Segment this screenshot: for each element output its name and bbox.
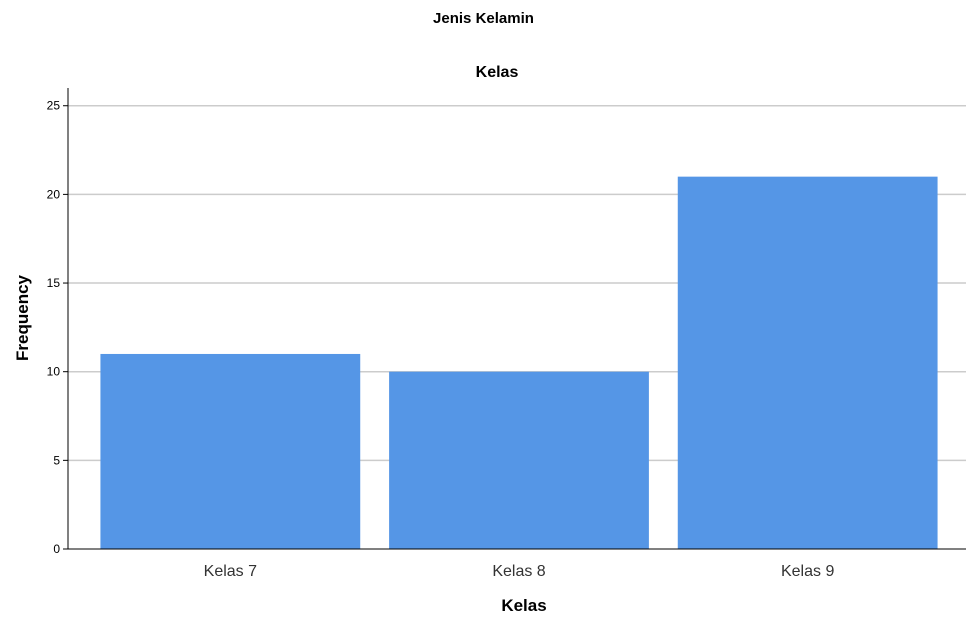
bar-kelas-7: [100, 353, 361, 549]
x-tick-label: Kelas 8: [492, 563, 545, 580]
bar-kelas-8: [389, 371, 649, 549]
y-tick-label: 0: [53, 542, 60, 556]
y-tick-label: 5: [53, 453, 60, 467]
chart-supertitle: Jenis Kelamin: [433, 10, 534, 27]
x-tick-label: Kelas 9: [781, 563, 834, 580]
bar-kelas-9: [677, 176, 938, 549]
chart-title: Kelas: [476, 64, 519, 81]
y-tick-label: 20: [47, 187, 61, 201]
y-tick-label: 25: [47, 99, 61, 113]
bars: [100, 176, 938, 549]
axes: [67, 88, 966, 550]
x-tick-labels: Kelas 7 Kelas 8 Kelas 9: [204, 563, 835, 580]
x-tick-label: Kelas 7: [204, 563, 257, 580]
x-axis-label: Kelas: [501, 596, 546, 615]
y-axis-label: Frequency: [13, 274, 32, 361]
y-tick-label: 10: [47, 365, 61, 379]
y-tick-label: 15: [47, 276, 61, 290]
y-tick-labels: 0 5 10 15 20 25: [47, 99, 68, 556]
